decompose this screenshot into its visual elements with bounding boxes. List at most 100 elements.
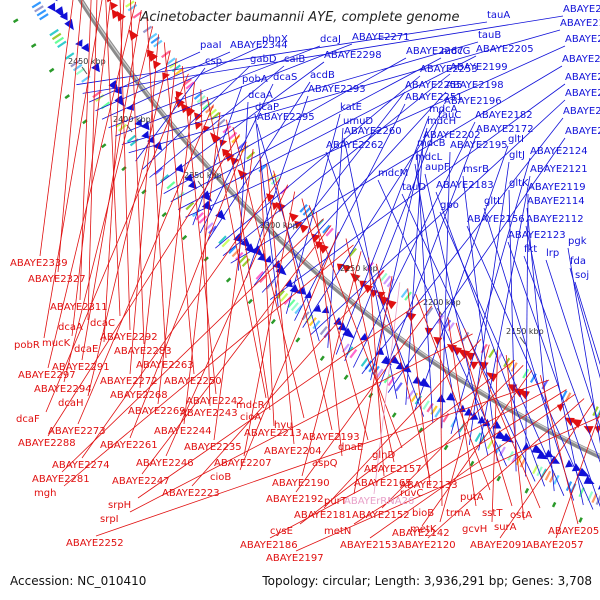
reverse-label-leader [323,339,482,509]
cog-block [578,487,585,498]
cog-block [36,9,47,17]
cog-block [228,245,237,254]
reverse-label-leader [103,0,125,343]
reverse-gene-arrow [507,384,518,393]
reverse-gene-label: purT [324,496,348,507]
forward-label-leader [387,137,566,393]
forward-gene-label: tauB [478,30,501,41]
forward-label-leader [507,241,600,508]
cog-block [218,235,227,245]
forward-gene-label: ABAYE2131 [565,88,600,99]
reverse-gene-arrow [424,327,434,336]
forward-label-leader [302,107,445,328]
reverse-label-leader [47,1,137,369]
forward-gene-arrow [583,475,595,484]
forward-gene-label: ABAYE2199 [450,62,508,73]
cog-block [447,322,455,332]
forward-gene-label: ABAYE2251 [405,92,463,103]
forward-gene-arrow [342,327,355,339]
forward-gene-arrow [565,459,574,468]
reverse-gene-label: ABAYE2057 [526,540,584,551]
cog-block [34,5,44,13]
tick-label: 2350 kbp [184,171,222,180]
reverse-gene-label: ABAYE2190 [272,478,330,489]
forward-label-leader [466,225,594,510]
gc-marker [391,412,397,418]
forward-label-leader [101,45,263,120]
reverse-label-leader [87,50,171,397]
reverse-label-leader [499,402,594,539]
forward-label-leader [269,83,566,300]
reverse-label-leader [63,244,354,487]
reverse-gene-arrow [485,372,498,382]
reverse-gene-label: ABAYE2288 [18,438,76,449]
cog-block [462,331,470,342]
cog-block [280,292,289,302]
forward-gene-label: umuD [343,116,373,127]
cog-block [228,131,238,141]
reverse-label-leader [464,328,541,509]
reverse-label-leader [57,0,83,273]
forward-label-leader [207,81,311,241]
forward-label-leader [569,267,600,379]
reverse-gene-arrow [116,10,126,22]
reverse-gene-label: ABAYE2223 [162,488,220,499]
cog-block [118,123,128,132]
reverse-label-leader [295,305,433,493]
forward-gene-arrow [59,11,68,21]
forward-label-leader [462,175,498,462]
reverse-gene-arrow [147,49,158,62]
reverse-label-leader [555,411,600,539]
reverse-label-leader [141,225,332,475]
cog-block [127,3,138,12]
cog-block [395,382,403,392]
reverse-gene-arrow [469,361,479,370]
forward-label-leader [156,61,325,186]
forward-gene-label: gltI [508,134,524,145]
genome-backbone [77,0,600,460]
reverse-label-leader [213,149,254,441]
cog-block [294,305,303,315]
reverse-gene-label: ABAYE2204 [264,446,322,457]
forward-label-leader [567,247,600,444]
forward-label-leader [76,21,488,86]
reverse-label-leader [439,344,490,523]
forward-gene-arrow [54,6,65,18]
forward-gene-label: lrp [546,248,559,259]
forward-label-leader [170,57,442,202]
forward-gene-label: pgk [568,236,587,247]
gc-marker [496,475,502,482]
forward-label-leader [128,29,561,154]
reverse-gene-label: ABAYE2152 [352,510,410,521]
cog-block [553,474,560,485]
forward-gene-label: ABAYE2195 [450,140,508,151]
forward-gene-label: ABAYE2298 [324,50,382,61]
reverse-gene-label: ABAYE2311 [50,302,108,313]
forward-label-leader [294,103,406,321]
reverse-gene-label: ABAYE2269 [128,406,186,417]
forward-label-leader [483,207,574,501]
reverse-label-leader [81,10,142,361]
cog-block [375,368,384,378]
cog-block [51,32,62,41]
forward-gene-label: mdcG [441,46,470,57]
reverse-label-leader [376,263,431,479]
reverse-gene-label: ABAYE2250 [164,376,222,387]
reverse-gene-arrow [294,220,303,229]
reverse-gene-label: cioA [240,412,261,423]
reverse-gene-label: ABAYE2243 [180,408,238,419]
reverse-label-leader [239,231,339,471]
forward-label-leader [230,65,563,264]
reverse-gene-arrow [457,348,470,359]
forward-label-leader [439,211,565,496]
gc-marker [524,487,530,494]
forward-label-leader [115,43,353,137]
cog-block [202,101,212,111]
cog-block [322,224,331,234]
cog-block [72,63,83,72]
forward-gene-label: ABAYE2141 [565,72,600,83]
forward-label-leader [525,193,529,477]
forward-label-leader [325,151,425,417]
reverse-gene-label: ABAYE2120 [398,540,456,551]
forward-gene-label: csp [205,56,222,67]
